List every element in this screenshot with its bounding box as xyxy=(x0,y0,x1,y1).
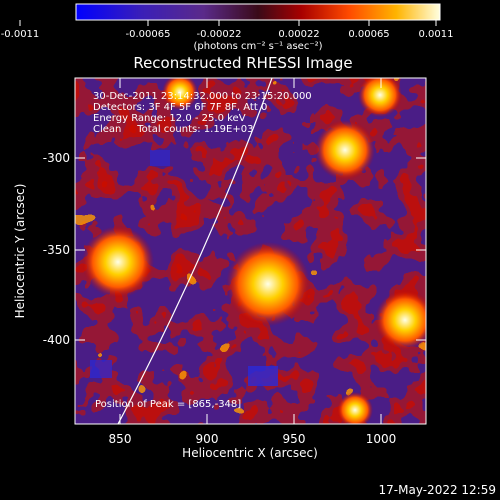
peak-position-label: Position of Peak = [865,-348] xyxy=(95,399,241,410)
info-clean-counts: Clean Total counts: 1.19E+03 xyxy=(93,124,253,135)
y-tick-label: -300 xyxy=(43,151,70,165)
x-axis-label: Heliocentric X (arcsec) xyxy=(182,446,318,460)
info-detectors: Detectors: 3F 4F 5F 6F 7F 8F, Att 0 xyxy=(93,102,267,113)
timestamp: 17-May-2022 12:59 xyxy=(379,483,496,497)
colorbar-unit-label: (photons cm⁻² s⁻¹ asec⁻²) xyxy=(193,41,322,52)
x-tick-label: 900 xyxy=(196,432,219,446)
plot-frame xyxy=(74,77,427,425)
y-tick-label: -350 xyxy=(43,243,70,257)
y-tick-label: -400 xyxy=(43,333,70,347)
colorbar-tick-label: -0.00065 xyxy=(126,29,171,40)
colorbar xyxy=(75,3,441,21)
colorbar-tick-label: -0.00022 xyxy=(197,29,242,40)
colorbar-tick-label: 0.00065 xyxy=(348,29,389,40)
colorbar-ticks: -0.0011 -0.00065 -0.00022 0.00022 0.00065 0.0… xyxy=(1,20,454,40)
y-axis-label: Heliocentric Y (arcsec) xyxy=(13,184,27,319)
colorbar-tick-label: -0.0011 xyxy=(1,29,40,40)
x-tick-label: 850 xyxy=(109,432,132,446)
info-time-range: 30-Dec-2011 23:14:32.000 to 23:15:20.000 xyxy=(93,91,312,102)
x-tick-label: 1000 xyxy=(366,432,397,446)
x-tick-label: 950 xyxy=(283,432,306,446)
plot-title: Reconstructed RHESSI Image xyxy=(133,54,352,72)
y-axis-ticks: -300 -350 -400 xyxy=(43,151,426,347)
colorbar-tick-label: 0.00022 xyxy=(278,29,319,40)
x-axis-ticks: 850 900 950 1000 xyxy=(109,78,397,446)
colorbar-tick-label: 0.0011 xyxy=(419,29,454,40)
solar-image xyxy=(75,78,426,424)
info-energy-range: Energy Range: 12.0 - 25.0 keV xyxy=(93,113,246,124)
